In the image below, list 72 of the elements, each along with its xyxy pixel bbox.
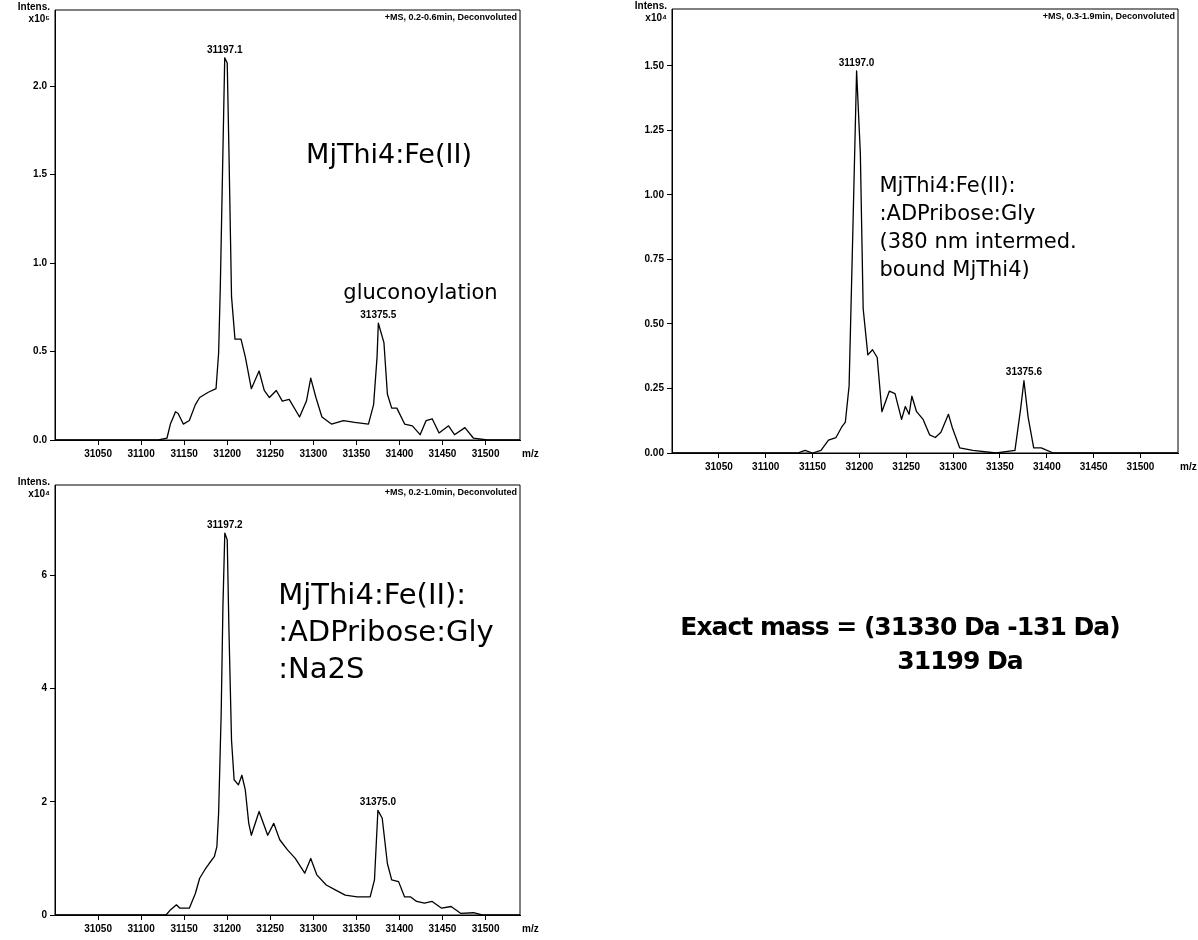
y-tick-label: 0.5 (33, 345, 48, 357)
y-tick-label: 6 (41, 569, 48, 581)
x-tick-label: 31400 (385, 922, 414, 934)
x-tick-label: 31300 (939, 460, 968, 472)
x-tick-label: 31050 (704, 460, 734, 472)
annotation: MjThi4:Fe(II): (879, 173, 1016, 198)
x-tick-label: 31450 (428, 922, 457, 934)
x-tick-label: 31350 (986, 460, 1015, 472)
x-tick-label: 31300 (299, 922, 328, 934)
y-tick-label: 0 (41, 908, 48, 920)
y-tick-label: 0.75 (644, 253, 665, 265)
annotation: :Na2S (278, 651, 365, 686)
annotation: MjThi4:Fe(II) (306, 138, 472, 170)
x-tick-label: 31250 (256, 447, 285, 459)
y-tick-label: 1.25 (644, 124, 665, 136)
x-tick-label: 31400 (1032, 460, 1062, 472)
x-tick-label: 31450 (1079, 460, 1109, 472)
x-axis-title: m/z (522, 447, 539, 459)
x-tick-label: 31150 (798, 460, 827, 472)
y-tick-label: 0.25 (644, 382, 665, 394)
annotation: 31197.1 (206, 43, 243, 55)
annotation: gluconoylation (343, 280, 498, 305)
x-tick-label: 31200 (213, 922, 242, 934)
y-tick-label: 1.5 (33, 168, 48, 180)
y-axis-title: Intens. x10⁵ (17, 0, 51, 24)
x-tick-label: 31350 (342, 922, 371, 934)
x-tick-label: 31250 (892, 460, 921, 472)
x-tick-label: 31300 (299, 447, 328, 459)
x-tick-label: 31500 (471, 922, 500, 934)
y-axis-title: Intens. x10⁴ (17, 475, 51, 499)
x-tick-label: 31150 (170, 447, 199, 459)
y-tick-label: 2 (41, 795, 48, 807)
x-axis-title: m/z (522, 922, 539, 934)
chart-title: +MS, 0.2-1.0min, Deconvoluted (384, 486, 517, 497)
text: Exact mass = (31330 Da -131 Da) (679, 611, 1121, 643)
x-tick-label: 31500 (471, 447, 500, 459)
chart-title: +MS, 0.2-0.6min, Deconvoluted (384, 11, 517, 22)
x-tick-label: 31100 (127, 922, 156, 934)
annotation: (380 nm intermed. (879, 229, 1077, 254)
text: 31199 Da (896, 645, 1024, 677)
annotation: bound MjThi4) (879, 257, 1030, 282)
annotation: 31197.2 (207, 518, 244, 530)
annotation: 31375.0 (359, 796, 397, 808)
x-axis-title: m/z (1180, 460, 1197, 472)
x-tick-label: 31200 (845, 460, 874, 472)
x-tick-label: 31500 (1126, 460, 1155, 472)
y-axis-title: Intens. x10⁴ (634, 0, 668, 23)
x-tick-label: 31150 (170, 922, 199, 934)
annotation: 31375.6 (1005, 366, 1043, 378)
x-tick-label: 31050 (84, 922, 113, 934)
annotation: 31375.5 (360, 308, 397, 320)
y-tick-label: 1.50 (644, 59, 665, 71)
chart-title: +MS, 0.3-1.9min, Deconvoluted (1042, 10, 1175, 21)
x-tick-label: 31400 (385, 447, 414, 459)
x-tick-label: 31350 (342, 447, 371, 459)
y-tick-label: 1.00 (644, 188, 665, 200)
annotation: :ADPribose:Gly (278, 614, 494, 649)
y-tick-label: 0.0 (33, 433, 48, 445)
y-tick-label: 0.00 (644, 446, 665, 458)
x-tick-label: 31050 (84, 447, 113, 459)
y-tick-label: 2.0 (33, 79, 48, 91)
annotation: MjThi4:Fe(II): (278, 577, 467, 612)
y-tick-label: 1.0 (33, 256, 48, 268)
x-tick-label: 31200 (213, 447, 242, 459)
annotation: 31197.0 (838, 56, 875, 68)
x-tick-label: 31250 (256, 922, 285, 934)
y-tick-label: 0.50 (644, 317, 665, 329)
x-tick-label: 31100 (752, 460, 780, 472)
x-tick-label: 31100 (127, 447, 156, 459)
x-tick-label: 31450 (428, 447, 457, 459)
annotation: :ADPribose:Gly (879, 201, 1036, 226)
y-tick-label: 4 (41, 682, 48, 694)
